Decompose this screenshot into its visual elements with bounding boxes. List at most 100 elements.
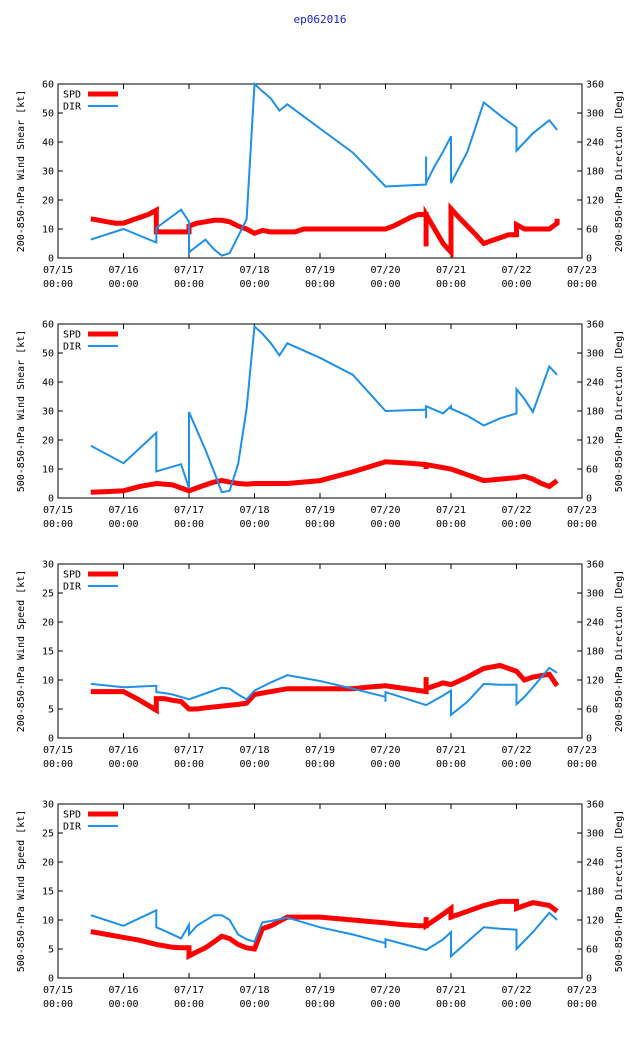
- x-tick-label: 00:00: [567, 759, 597, 770]
- x-tick-label: 07/23: [567, 265, 597, 276]
- y2-tick-label: 120: [586, 196, 604, 207]
- x-tick-label: 07/22: [501, 505, 531, 516]
- y2-tick-label: 180: [586, 407, 604, 418]
- x-tick-label: 07/16: [108, 265, 138, 276]
- y2-tick-label: 60: [586, 945, 598, 956]
- x-tick-label: 07/15: [43, 505, 73, 516]
- x-tick-label: 07/19: [305, 505, 335, 516]
- x-tick-label: 07/20: [370, 985, 400, 996]
- x-tick-label: 00:00: [43, 519, 73, 530]
- x-tick-label: 07/18: [239, 505, 269, 516]
- y2-axis-label: 200-850-hPa Direction [Deg]: [614, 570, 625, 733]
- y-tick-label: 5: [48, 945, 54, 956]
- x-tick-label: 00:00: [239, 999, 269, 1010]
- x-tick-label: 07/15: [43, 985, 73, 996]
- x-tick-label: 00:00: [567, 519, 597, 530]
- y-tick-label: 30: [42, 407, 54, 418]
- dir-series-line: [90, 908, 558, 959]
- x-tick-label: 07/18: [239, 265, 269, 276]
- x-tick-label: 00:00: [174, 519, 204, 530]
- x-tick-label: 00:00: [436, 999, 466, 1010]
- y2-tick-label: 240: [586, 378, 604, 389]
- x-tick-label: 00:00: [239, 759, 269, 770]
- y-tick-label: 30: [42, 167, 54, 178]
- x-tick-label: 00:00: [501, 759, 531, 770]
- legend-label-dir: DIR: [63, 822, 82, 833]
- x-tick-label: 07/17: [174, 505, 204, 516]
- x-tick-label: 07/19: [305, 985, 335, 996]
- y2-tick-label: 180: [586, 167, 604, 178]
- y-tick-label: 20: [42, 436, 54, 447]
- x-tick-label: 00:00: [43, 759, 73, 770]
- y2-axis-label: 200-850-hPa Direction [Deg]: [614, 90, 625, 253]
- x-tick-label: 07/22: [501, 985, 531, 996]
- x-tick-label: 00:00: [43, 279, 73, 290]
- x-tick-label: 00:00: [174, 759, 204, 770]
- y2-tick-label: 0: [586, 254, 592, 265]
- y-tick-label: 0: [48, 494, 54, 505]
- y2-tick-label: 120: [586, 676, 604, 687]
- dir-series-line: [90, 81, 558, 257]
- x-tick-label: 07/21: [436, 505, 466, 516]
- x-tick-label: 07/22: [501, 745, 531, 756]
- x-tick-label: 00:00: [108, 519, 138, 530]
- legend-label-dir: DIR: [63, 582, 82, 593]
- x-tick-label: 07/15: [43, 265, 73, 276]
- y-tick-label: 0: [48, 734, 54, 745]
- chart-panel-1: 07/15 00:00 07/16 00:00 07/17 00:00 07/18 00:00…: [16, 80, 625, 291]
- y-tick-label: 10: [42, 465, 54, 476]
- legend-label-spd: SPD: [63, 570, 81, 581]
- y-axis-label: 200-850-hPa Wind Speed [kt]: [16, 570, 27, 733]
- dir-series-line: [90, 666, 558, 717]
- x-tick-label: 07/20: [370, 505, 400, 516]
- x-tick-label: 07/15: [43, 745, 73, 756]
- chart-panel-3: 07/15 00:00 07/16 00:00 07/17 00:00 07/18 00:00…: [16, 560, 625, 771]
- y-axis-label: 200-850-hPa Wind Shear [kt]: [16, 90, 27, 253]
- x-tick-label: 07/23: [567, 985, 597, 996]
- y-tick-label: 30: [42, 560, 54, 571]
- x-tick-label: 00:00: [174, 279, 204, 290]
- y2-tick-label: 240: [586, 138, 604, 149]
- plot-frame: [57, 563, 583, 739]
- y2-tick-label: 60: [586, 705, 598, 716]
- y2-tick-label: 180: [586, 647, 604, 658]
- y2-tick-label: 0: [586, 494, 592, 505]
- y-tick-label: 25: [42, 589, 54, 600]
- x-tick-label: 00:00: [370, 519, 400, 530]
- spd-series-line: [90, 898, 559, 961]
- x-tick-label: 07/21: [436, 265, 466, 276]
- x-tick-label: 00:00: [305, 279, 335, 290]
- plot-frame: [57, 323, 583, 499]
- y-tick-label: 25: [42, 829, 54, 840]
- y2-tick-label: 0: [586, 974, 592, 985]
- x-tick-label: 07/16: [108, 985, 138, 996]
- x-tick-label: 00:00: [436, 519, 466, 530]
- x-tick-label: 00:00: [370, 759, 400, 770]
- y-tick-label: 10: [42, 676, 54, 687]
- x-tick-label: 07/20: [370, 265, 400, 276]
- spd-series-line: [90, 202, 560, 259]
- y2-tick-label: 120: [586, 436, 604, 447]
- y2-tick-label: 360: [586, 80, 604, 91]
- y2-tick-label: 300: [586, 349, 604, 360]
- x-tick-label: 07/17: [174, 745, 204, 756]
- y-tick-label: 50: [42, 349, 54, 360]
- x-tick-label: 00:00: [436, 279, 466, 290]
- x-tick-label: 07/19: [305, 745, 335, 756]
- y-axis-label: 500-850-hPa Wind Speed [kt]: [16, 810, 27, 973]
- x-tick-label: 07/17: [174, 985, 204, 996]
- plot-frame: [57, 83, 583, 259]
- x-tick-label: 07/18: [239, 985, 269, 996]
- y-tick-label: 40: [42, 378, 54, 389]
- x-tick-label: 00:00: [305, 759, 335, 770]
- x-tick-label: 00:00: [370, 999, 400, 1010]
- x-tick-label: 07/19: [305, 265, 335, 276]
- y-tick-label: 15: [42, 647, 54, 658]
- y2-tick-label: 360: [586, 560, 604, 571]
- x-tick-label: 07/20: [370, 745, 400, 756]
- legend-label-dir: DIR: [63, 102, 82, 113]
- x-tick-label: 00:00: [305, 999, 335, 1010]
- y2-tick-label: 60: [586, 465, 598, 476]
- spd-series-line: [90, 459, 559, 495]
